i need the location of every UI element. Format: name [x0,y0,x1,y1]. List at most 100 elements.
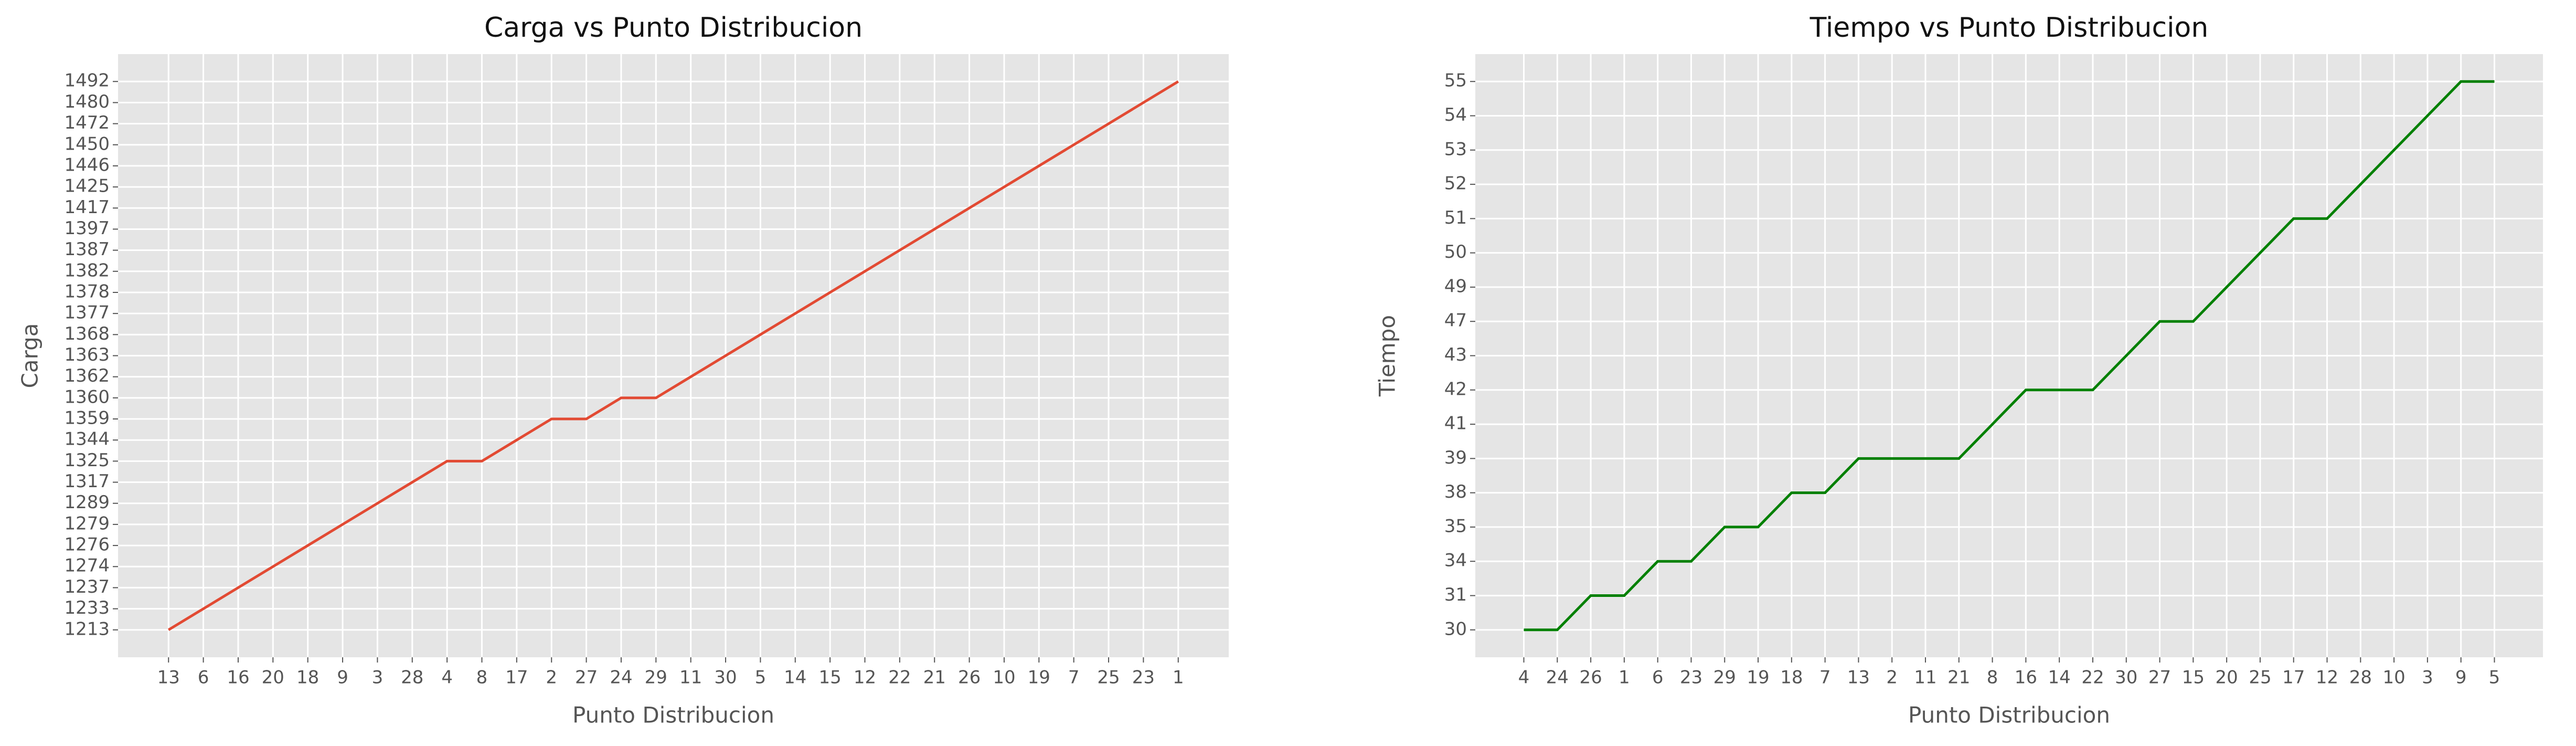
x-tick-label: 30 [714,667,737,688]
x-tick-label: 26 [1579,667,1602,688]
x-tick-label: 6 [198,667,209,688]
y-tick-label: 1382 [64,260,110,281]
y-tick-label: 1359 [64,408,110,429]
x-tick-label: 22 [2081,667,2104,688]
x-tick-label: 4 [441,667,453,688]
x-tick-label: 2 [1886,667,1898,688]
y-tick-label: 31 [1444,584,1467,605]
y-tick-label: 1325 [64,450,110,471]
y-tick-label: 1377 [64,302,110,323]
x-tick-label: 19 [1028,667,1050,688]
x-tick-label: 4 [1518,667,1530,688]
chart-title: Carga vs Punto Distribucion [484,12,863,44]
x-tick-label: 30 [2115,667,2137,688]
x-tick-label: 25 [2249,667,2271,688]
y-tick-label: 1368 [64,323,110,344]
y-tick-label: 51 [1444,207,1467,228]
y-tick-label: 1344 [64,429,110,450]
x-tick-label: 20 [262,667,284,688]
y-tick-label: 55 [1444,70,1467,91]
y-tick-label: 42 [1444,379,1467,400]
y-tick-label: 1472 [64,112,110,133]
y-tick-label: 1378 [64,281,110,302]
x-tick-label: 28 [2349,667,2372,688]
x-tick-label: 10 [2382,667,2405,688]
y-tick-label: 43 [1444,344,1467,365]
y-tick-label: 1492 [64,70,110,91]
y-tick-label: 53 [1444,139,1467,160]
y-tick-label: 1276 [64,534,110,555]
x-tick-label: 26 [958,667,981,688]
x-tick-label: 7 [1068,667,1080,688]
x-tick-label: 27 [2148,667,2171,688]
x-tick-label: 17 [2282,667,2305,688]
y-axis-label: Carga [17,323,43,388]
x-tick-label: 7 [1819,667,1831,688]
x-tick-label: 14 [784,667,806,688]
y-tick-label: 38 [1444,481,1467,502]
x-axis-label: Punto Distribucion [572,702,774,728]
y-tick-label: 49 [1444,276,1467,297]
y-tick-label: 1362 [64,365,110,386]
y-tick-label: 1233 [64,597,110,618]
y-tick-label: 1363 [64,344,110,365]
y-tick-label: 52 [1444,173,1467,194]
x-tick-label: 1 [1173,667,1184,688]
x-tick-label: 2 [546,667,557,688]
y-tick-label: 1317 [64,471,110,492]
y-tick-label: 1425 [64,176,110,197]
y-tick-label: 1289 [64,492,110,513]
y-tick-label: 1446 [64,154,110,175]
x-tick-label: 19 [1747,667,1769,688]
y-tick-label: 54 [1444,104,1467,125]
x-tick-label: 15 [819,667,842,688]
x-tick-label: 20 [2216,667,2238,688]
chart-title: Tiempo vs Punto Distribucion [1809,12,2209,44]
x-tick-label: 24 [610,667,632,688]
x-tick-label: 16 [227,667,249,688]
x-tick-label: 18 [1780,667,1803,688]
x-tick-label: 9 [337,667,348,688]
y-tick-label: 1360 [64,386,110,407]
x-tick-label: 14 [2048,667,2071,688]
x-tick-label: 9 [2455,667,2467,688]
y-tick-label: 41 [1444,413,1467,434]
y-tick-label: 1213 [64,618,110,639]
x-axis-label: Punto Distribucion [1908,702,2110,728]
y-tick-label: 1279 [64,513,110,534]
x-tick-label: 22 [888,667,911,688]
x-tick-label: 3 [2422,667,2433,688]
line [1524,80,2495,632]
y-tick-label: 1387 [64,239,110,260]
x-tick-label: 6 [1652,667,1664,688]
x-tick-label: 17 [505,667,528,688]
y-tick-label: 1417 [64,197,110,218]
y-tick-label: 50 [1444,241,1467,262]
x-tick-label: 23 [1132,667,1155,688]
y-tick-label: 30 [1444,618,1467,639]
y-tick-label: 1480 [64,91,110,112]
x-tick-label: 10 [993,667,1015,688]
x-tick-label: 27 [575,667,598,688]
x-tick-label: 21 [923,667,946,688]
x-tick-label: 24 [1546,667,1569,688]
x-tick-label: 21 [1947,667,1970,688]
x-tick-label: 12 [854,667,876,688]
x-tick-label: 11 [1914,667,1936,688]
y-tick-label: 39 [1444,447,1467,468]
y-tick-label: 1237 [64,576,110,597]
x-tick-label: 13 [1847,667,1870,688]
x-tick-label: 29 [1713,667,1736,688]
y-axis-label: Tiempo [1375,315,1400,397]
x-tick-label: 29 [645,667,667,688]
x-tick-label: 18 [296,667,319,688]
x-tick-label: 8 [476,667,488,688]
y-tick-label: 34 [1444,550,1467,571]
x-tick-label: 15 [2182,667,2205,688]
x-tick-label: 28 [401,667,423,688]
y-tick-label: 35 [1444,516,1467,537]
x-tick-label: 23 [1680,667,1702,688]
x-tick-label: 5 [2489,667,2500,688]
y-tick-label: 47 [1444,310,1467,331]
